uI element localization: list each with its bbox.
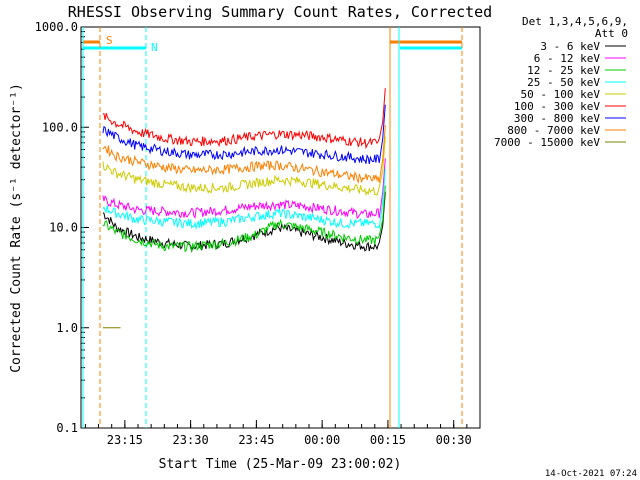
- x-axis: 23:15 23:30 23:45 00:00 00:15 00:30: [84, 420, 472, 447]
- legend-header-line2: Att 0: [595, 27, 628, 40]
- date-stamp: 14-Oct-2021 07:24: [545, 469, 637, 479]
- series-line: [102, 191, 386, 253]
- x-tick-label: 23:15: [107, 433, 143, 447]
- attenuator-markers: S N: [82, 27, 463, 428]
- series-group: [102, 88, 386, 329]
- series-line: [102, 136, 386, 197]
- legend-entry: 50 - 100 keV: [521, 88, 601, 101]
- y-axis: 0.1 1.0 10.0 100.0 1000.0: [35, 20, 89, 435]
- legend-entry: 6 - 12 keV: [534, 52, 601, 65]
- legend-entry: 12 - 25 keV: [527, 64, 600, 77]
- saa-marker-label: S: [106, 34, 113, 47]
- x-tick-label: 23:30: [173, 433, 209, 447]
- plot-area: [80, 26, 481, 429]
- series-line: [102, 125, 386, 184]
- series-line: [102, 168, 386, 230]
- y-axis-label: Corrected Count Rate (s⁻¹ detector⁻¹): [9, 83, 24, 373]
- series-line: [102, 158, 386, 220]
- series-line: [102, 104, 386, 164]
- legend-entry: 3 - 6 keV: [540, 40, 600, 53]
- y-tick-label: 100.0: [42, 120, 78, 134]
- legend-entry: 800 - 7000 keV: [507, 124, 600, 137]
- night-marker-label: N: [151, 41, 158, 54]
- legend-header-line1: Det 1,3,4,5,6,9,: [522, 15, 628, 28]
- y-tick-label: 1000.0: [35, 20, 78, 34]
- x-tick-label: 00:00: [304, 433, 340, 447]
- x-tick-label: 23:45: [238, 433, 274, 447]
- legend-entry: 25 - 50 keV: [527, 76, 600, 89]
- legend-entry: 300 - 800 keV: [514, 112, 600, 125]
- legend-entry: 100 - 300 keV: [514, 100, 600, 113]
- legend-entry: 7000 - 15000 keV: [494, 136, 600, 149]
- y-tick-label: 0.1: [56, 421, 78, 435]
- x-axis-label: Start Time (25-Mar-09 23:00:02): [159, 457, 402, 472]
- y-tick-label: 1.0: [56, 321, 78, 335]
- x-tick-label: 00:30: [436, 433, 472, 447]
- chart-title: RHESSI Observing Summary Count Rates, Co…: [68, 3, 492, 21]
- series-line: [102, 88, 386, 150]
- x-tick-label: 00:15: [370, 433, 406, 447]
- series-line: [102, 185, 386, 253]
- y-tick-label: 10.0: [49, 221, 78, 235]
